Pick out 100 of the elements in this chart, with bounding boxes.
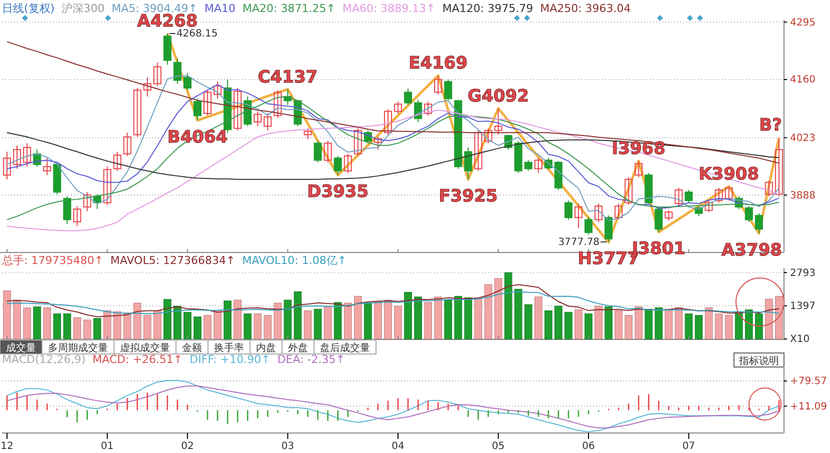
candlestick <box>614 203 623 220</box>
bar <box>344 302 352 340</box>
candlestick <box>394 101 402 114</box>
candlestick <box>173 58 182 84</box>
bar <box>294 291 302 340</box>
candlestick <box>214 81 222 100</box>
bar <box>634 306 643 340</box>
text: MA60: 3889.13↑ <box>342 2 436 15</box>
x-tick-label: 03 <box>281 441 294 452</box>
candlestick <box>314 140 322 163</box>
tab-button: 多周期成交量 <box>42 340 114 354</box>
bar <box>284 300 292 340</box>
bar <box>164 299 172 340</box>
y-tick-label: 4295 <box>790 17 816 28</box>
bar <box>254 313 262 340</box>
bar <box>133 302 142 340</box>
bar <box>775 296 783 340</box>
candlestick <box>304 128 312 140</box>
bar <box>63 313 72 340</box>
bar <box>454 296 462 340</box>
bar <box>765 298 773 340</box>
candlestick <box>574 203 582 229</box>
x-tick-label: 07 <box>682 441 696 452</box>
candlestick <box>43 158 52 176</box>
candlestick <box>684 189 693 204</box>
candlestick <box>264 112 272 131</box>
candlestick <box>424 101 432 116</box>
candlestick <box>274 90 282 118</box>
candlestick <box>584 216 593 236</box>
candlestick <box>113 151 122 172</box>
candlestick <box>73 206 82 227</box>
data-label: B? <box>759 116 782 136</box>
x-tick-label: 04 <box>392 441 404 452</box>
candlestick <box>324 140 332 163</box>
candlestick <box>434 75 442 95</box>
data-label: D3935 <box>307 182 369 202</box>
text: MACD: +26.51↑ <box>92 353 183 366</box>
bar <box>534 296 542 340</box>
bar <box>234 300 242 340</box>
bar <box>584 313 592 340</box>
tab-button: 内盘 <box>250 340 282 354</box>
bar <box>694 315 703 340</box>
line-series <box>6 291 780 314</box>
candlestick <box>624 176 633 206</box>
y-tick-label: 3888 <box>790 190 816 202</box>
bar <box>624 315 633 340</box>
text: MAVOL10: 1.08亿↑ <box>242 254 347 267</box>
candlestick <box>484 128 492 144</box>
series-label: DIFF: +10.90↑ <box>190 353 270 366</box>
data-label: F3925 <box>438 186 498 206</box>
bar <box>103 310 112 340</box>
bar <box>464 297 472 340</box>
tab-button: 外盘 <box>282 340 314 354</box>
bar <box>654 307 663 340</box>
candlestick <box>204 90 212 116</box>
bar <box>153 310 162 340</box>
candlestick <box>524 160 532 172</box>
bar <box>444 300 452 340</box>
bar <box>494 278 502 340</box>
bar <box>33 306 41 340</box>
data-label: C4137 <box>258 67 318 88</box>
bar <box>53 313 62 340</box>
bar <box>23 308 31 340</box>
bar <box>724 315 733 340</box>
data-label: I3968 <box>612 139 666 160</box>
candlestick <box>604 214 613 242</box>
bar <box>224 300 232 340</box>
candlestick <box>123 132 132 156</box>
x-tick-label: 12 <box>0 441 14 452</box>
text: MA120: 3975.79 <box>442 2 534 15</box>
bar <box>83 320 92 340</box>
bar <box>394 306 402 340</box>
bar <box>424 302 432 340</box>
line-series <box>6 284 780 318</box>
bar <box>474 298 482 340</box>
bar <box>544 310 552 340</box>
candlestick <box>183 72 192 91</box>
bar <box>664 308 673 340</box>
candlestick <box>334 155 342 176</box>
bar <box>204 315 212 340</box>
candlestick <box>764 180 773 197</box>
text: MA10 <box>204 2 236 15</box>
bar <box>264 315 272 340</box>
bar <box>13 300 21 340</box>
bar <box>334 302 342 340</box>
text: MAVOL5: 127366834↑ <box>110 254 236 267</box>
y-tick-label: 1397 <box>790 300 816 312</box>
bar <box>214 310 222 340</box>
bar <box>564 312 572 340</box>
bar <box>644 308 653 340</box>
bar <box>524 304 532 340</box>
y-tick-label: +79.57 <box>790 376 828 388</box>
candlestick <box>444 78 452 102</box>
candlestick <box>674 187 683 207</box>
bar <box>374 301 382 340</box>
y-tick-label: 4023 <box>790 132 816 144</box>
tab-button: 虚拟成交量 <box>114 340 176 354</box>
bar <box>324 306 332 340</box>
candlestick <box>254 110 262 127</box>
bar <box>274 302 282 340</box>
